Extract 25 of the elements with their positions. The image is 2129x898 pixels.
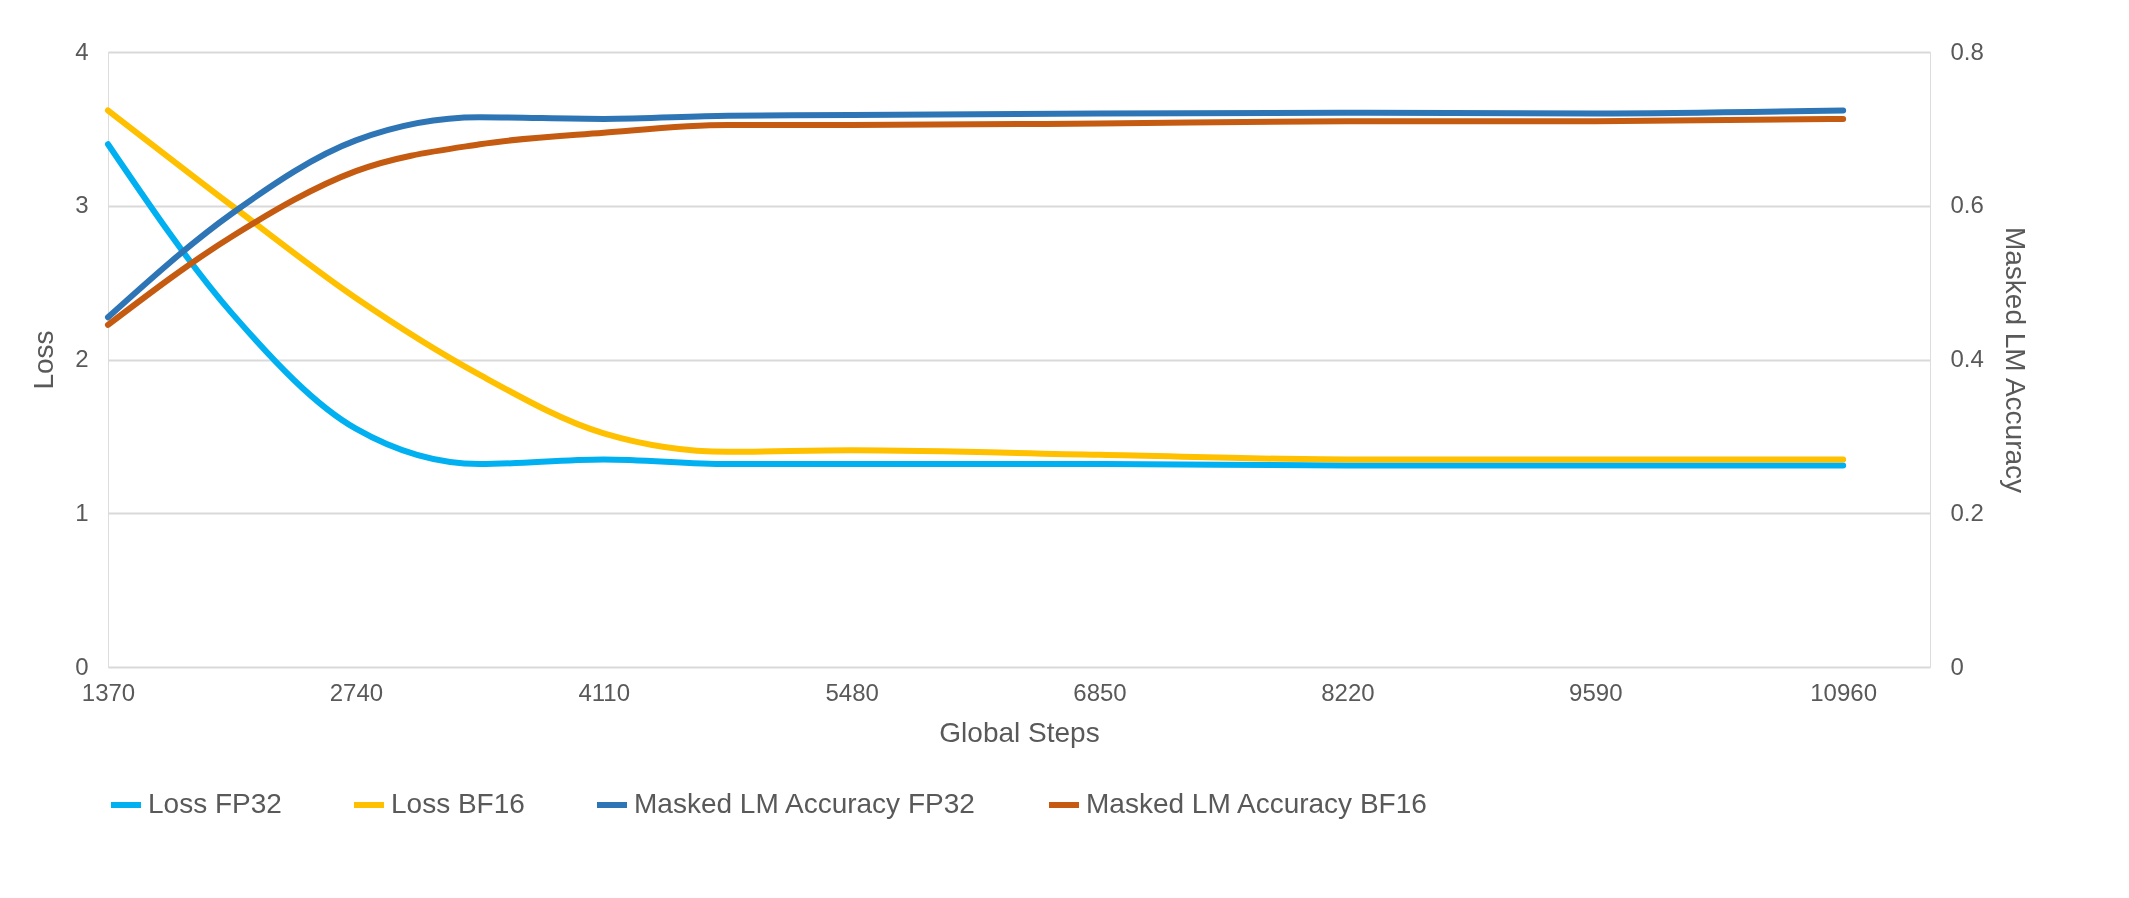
- legend-label: Loss FP32: [148, 788, 282, 819]
- x-tick-label: 5480: [825, 678, 879, 706]
- y2-tick-label: 0.6: [1950, 191, 1984, 219]
- legend-label: Masked LM Accuracy BF16: [1086, 788, 1427, 819]
- y2-axis-title: Masked LM Accuracy: [1999, 226, 2031, 494]
- y-tick-label: 0: [75, 652, 89, 680]
- x-tick-label: 2740: [329, 678, 384, 706]
- y2-tick-label: 0.4: [1950, 345, 1984, 372]
- y-tick-label: 4: [75, 37, 89, 65]
- y2-tick-label: 0: [1950, 652, 1964, 680]
- y-tick-label: 3: [75, 191, 89, 219]
- x-tick-label: 4110: [578, 678, 631, 706]
- y-tick-label: 2: [75, 345, 89, 372]
- x-tick-label: 9590: [1569, 678, 1623, 706]
- y2-tick-label: 0.8: [1950, 37, 1984, 65]
- x-tick-label: 6850: [1073, 678, 1127, 706]
- x-tick-label: 10960: [1810, 678, 1878, 706]
- x-axis-title: Global Steps: [939, 716, 1100, 748]
- legend-label: Masked LM Accuracy FP32: [634, 788, 975, 819]
- legend-label: Loss BF16: [391, 788, 525, 819]
- x-tick-label: 1370: [81, 678, 136, 706]
- x-tick-label: 8220: [1321, 678, 1375, 706]
- y-tick-label: 1: [75, 498, 89, 526]
- y2-tick-label: 0.2: [1950, 498, 1984, 526]
- y-axis-title: Loss: [28, 330, 60, 390]
